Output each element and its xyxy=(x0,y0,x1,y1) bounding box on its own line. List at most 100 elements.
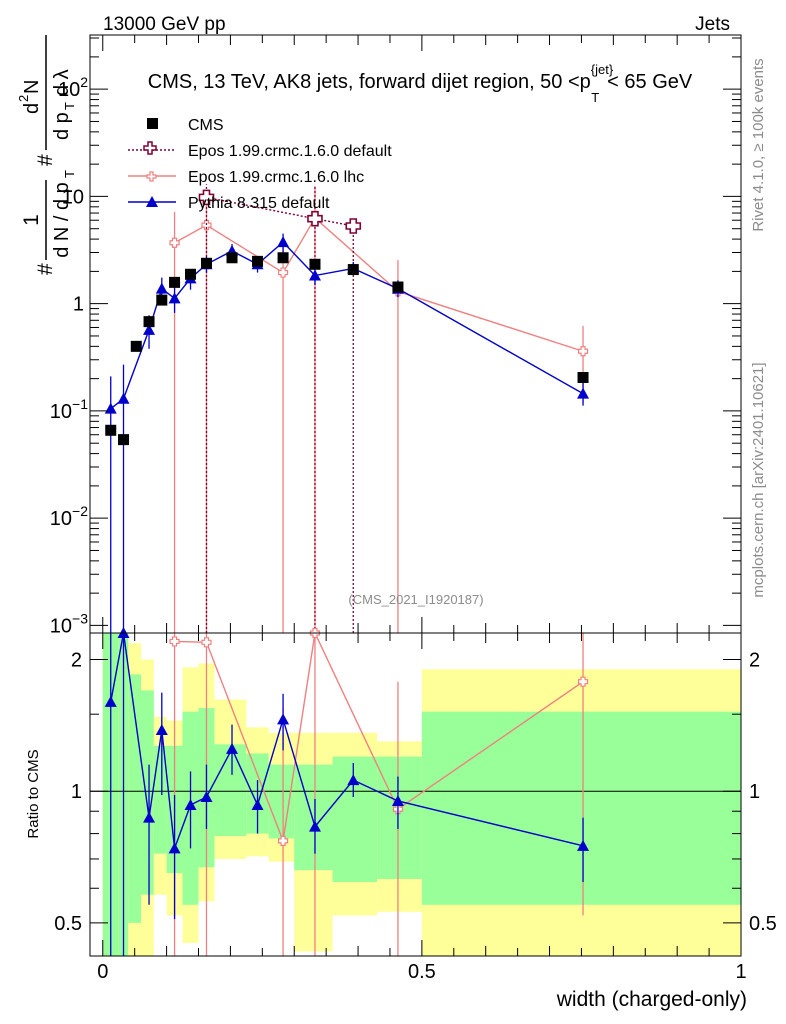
ratio-line-epos-1-99-crmc-1-6-0-lhc xyxy=(174,630,584,844)
x-tick-label: 1 xyxy=(735,961,746,983)
ratio-band-inner xyxy=(153,745,167,854)
ratio-point-pythia-8-315-default xyxy=(226,742,239,754)
ratio-point-pythia-8-315-default xyxy=(143,811,156,823)
analysis-watermark: (CMS_2021_I1920187) xyxy=(348,592,483,607)
main-point-pythia-8-315-default xyxy=(577,387,590,399)
svg-text:1: 1 xyxy=(20,214,43,226)
ratio-band-inner xyxy=(294,764,333,871)
main-point-pythia-8-315-default xyxy=(308,269,321,281)
main-point-cms xyxy=(143,316,155,328)
ratio-y-tick-label: 0.5 xyxy=(54,913,82,935)
side-text-top: Rivet 4.1.0, ≥ 100k events xyxy=(750,58,767,231)
main-line-epos-1-99-crmc-1-6-0-default xyxy=(206,196,354,227)
legend-label-epos-default: Epos 1.99.crmc.1.6.0 default xyxy=(188,143,392,160)
ratio-band-inner xyxy=(268,764,295,839)
main-point-cms xyxy=(118,434,130,446)
plot-title: CMS, 13 TeV, AK8 jets, forward dijet reg… xyxy=(148,62,693,105)
x-axis-label: width (charged-only) xyxy=(556,988,747,1011)
legend-label-epos-lhc: Epos 1.99.crmc.1.6.0 lhc xyxy=(188,169,364,186)
main-plot-panel: 10−3 10−2 10−1 1 10 102 xyxy=(50,34,742,637)
svg-text:d p: d p xyxy=(51,112,73,140)
main-point-cms xyxy=(347,264,359,276)
legend: CMS Epos 1.99.crmc.1.6.0 default Epos 1.… xyxy=(128,117,392,212)
main-point-pythia-8-315-default xyxy=(277,236,290,248)
ratio-point-pythia-8-315-default xyxy=(277,713,290,725)
ratio-band-inner xyxy=(421,711,741,905)
ratio-y-tick-label-right: 0.5 xyxy=(749,913,777,935)
ratio-point-pythia-8-315-default xyxy=(251,798,264,810)
ratio-y-tick-label-right: 1 xyxy=(749,781,760,803)
ratio-point-pythia-8-315-default xyxy=(168,842,181,854)
ratio-point-pythia-8-315-default xyxy=(184,798,197,810)
main-point-pythia-8-315-default xyxy=(168,292,181,304)
legend-label-pythia: Pythia 8.315 default xyxy=(188,195,330,212)
ratio-line-pythia-8-315-default xyxy=(110,632,584,849)
main-point-cms xyxy=(105,424,117,436)
main-y-tick-label: 1 xyxy=(73,294,84,316)
svg-text:2: 2 xyxy=(16,95,31,102)
main-point-cms xyxy=(130,340,142,352)
ratio-point-pythia-8-315-default xyxy=(155,724,168,736)
main-y-tick-label: 10 xyxy=(62,186,84,208)
ratio-band-inner xyxy=(332,756,378,883)
main-point-epos-1-99-crmc-1-6-0-default xyxy=(198,189,215,206)
main-point-epos-1-99-crmc-1-6-0-default xyxy=(345,218,362,234)
main-point-cms xyxy=(169,276,181,288)
ratio-y-tick-label: 2 xyxy=(71,650,82,672)
main-point-cms xyxy=(392,281,404,293)
ratio-band-inner xyxy=(214,744,247,836)
x-tick-label: 0 xyxy=(97,961,108,983)
ratio-y-axis-label: Ratio to CMS xyxy=(25,749,42,838)
header-left: 13000 GeV pp xyxy=(103,14,226,35)
ratio-point-pythia-8-315-default xyxy=(104,695,117,707)
main-line-epos-1-99-crmc-1-6-0-lhc xyxy=(174,216,584,352)
svg-text:#: # xyxy=(34,154,57,166)
ratio-point-pythia-8-315-default xyxy=(391,794,404,806)
main-point-cms xyxy=(185,268,197,280)
ratio-band-inner xyxy=(141,690,154,895)
main-point-pythia-8-315-default xyxy=(155,282,168,294)
main-point-epos-1-99-crmc-1-6-0-lhc xyxy=(577,346,589,357)
main-point-epos-1-99-crmc-1-6-0-lhc xyxy=(277,267,289,278)
main-point-cms xyxy=(577,371,589,383)
main-point-epos-1-99-crmc-1-6-0-lhc xyxy=(169,237,180,248)
svg-text:N: N xyxy=(21,80,43,94)
main-y-axis-label: # 1 d N / d p T # d 2 N d p T d λ xyxy=(16,35,77,275)
main-point-epos-1-99-crmc-1-6-0-lhc xyxy=(201,220,212,231)
legend-marker-cms xyxy=(147,118,158,129)
ratio-point-pythia-8-315-default xyxy=(347,774,360,786)
main-point-pythia-8-315-default xyxy=(143,323,156,335)
main-y-tick-label: 10−3 xyxy=(50,610,88,637)
svg-text:d N / d p: d N / d p xyxy=(51,182,73,258)
ratio-y-tick-label-right: 2 xyxy=(749,650,760,672)
main-point-cms xyxy=(200,257,212,269)
side-text-bottom: mcplots.cern.ch [arXiv:2401.10621] xyxy=(750,362,767,597)
main-point-cms xyxy=(309,258,321,270)
svg-text:d: d xyxy=(21,103,43,114)
header-right: Jets xyxy=(695,14,730,35)
main-point-cms xyxy=(226,252,238,264)
main-y-tick-label: 102 xyxy=(58,74,88,101)
legend-marker-pythia xyxy=(146,196,158,207)
ratio-plot-frame xyxy=(89,632,742,957)
ratio-point-epos-1-99-crmc-1-6-0-lhc xyxy=(277,835,289,846)
ratio-y-tick-label: 1 xyxy=(71,781,82,803)
svg-text:#: # xyxy=(34,263,57,275)
main-point-cms xyxy=(277,252,289,264)
main-point-epos-1-99-crmc-1-6-0-default xyxy=(307,210,323,227)
main-point-cms xyxy=(156,294,168,306)
main-point-pythia-8-315-default xyxy=(117,392,130,404)
ratio-series-pythia-8-315-default xyxy=(104,627,590,956)
legend-label-cms: CMS xyxy=(188,117,224,134)
ratio-point-epos-1-99-crmc-1-6-0-lhc xyxy=(577,676,589,687)
svg-text:d λ: d λ xyxy=(51,69,73,96)
ratio-point-epos-1-99-crmc-1-6-0-lhc xyxy=(201,637,212,648)
main-y-tick-label: 10−1 xyxy=(50,396,88,423)
legend-marker-epos-lhc xyxy=(146,171,157,182)
ratio-point-pythia-8-315-default xyxy=(577,839,590,851)
svg-text:T: T xyxy=(62,170,77,178)
ratio-point-pythia-8-315-default xyxy=(200,791,213,803)
x-tick-label: 0.5 xyxy=(408,961,436,983)
svg-text:T: T xyxy=(62,102,77,110)
